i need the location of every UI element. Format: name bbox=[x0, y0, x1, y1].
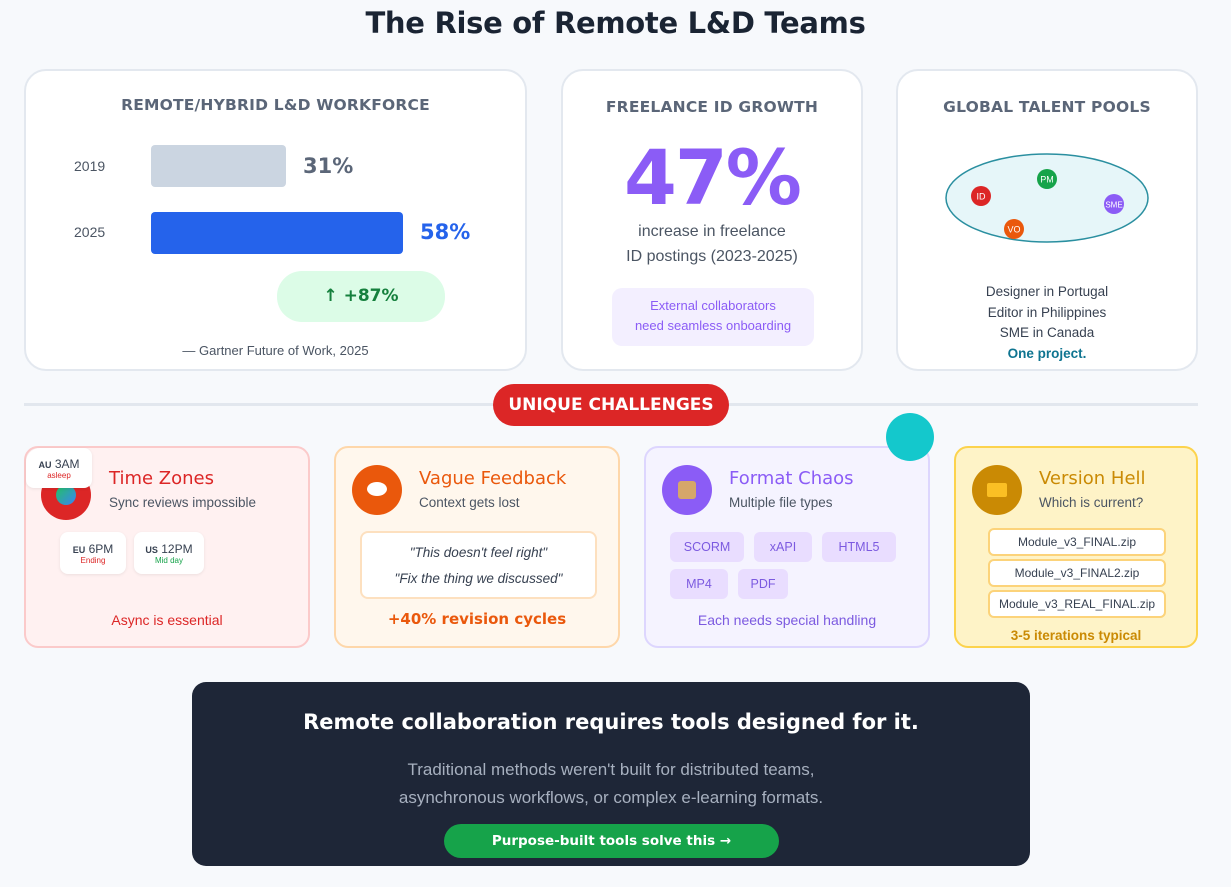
talent-node-id: ID bbox=[971, 186, 991, 206]
talent-node-vo: VO bbox=[1004, 219, 1024, 239]
version-file-1: Module_v3_FINAL.zip bbox=[988, 528, 1166, 556]
clock-eu-region: EU bbox=[72, 545, 86, 555]
format-tag-mp4: MP4 bbox=[670, 569, 728, 599]
folder-icon bbox=[972, 465, 1022, 515]
package-icon-inner bbox=[678, 481, 696, 499]
clock-au-state: asleep bbox=[47, 471, 71, 480]
talent-line-3: SME in Canada bbox=[999, 325, 1095, 340]
speech-bubble-icon bbox=[352, 465, 402, 515]
versions-card: Version Hell Which is current? Module_v3… bbox=[954, 446, 1198, 648]
folder-icon-inner bbox=[987, 483, 1007, 497]
freelance-note-2: need seamless onboarding bbox=[634, 318, 792, 333]
format-tag-xapi: xAPI bbox=[754, 532, 812, 562]
versions-footer: 3-5 iterations typical bbox=[1010, 628, 1142, 643]
speech-bubble-icon-inner bbox=[367, 482, 387, 496]
growth-badge: ↑ +87% bbox=[277, 271, 445, 322]
feedback-quotes: "This doesn't feel right" "Fix the thing… bbox=[360, 531, 597, 599]
feedback-card: Vague Feedback Context gets lost "This d… bbox=[334, 446, 620, 648]
talent-heading: GLOBAL TALENT POOLS bbox=[943, 98, 1151, 116]
workforce-card: REMOTE/HYBRID L&D WORKFORCE 2019 31% 202… bbox=[24, 69, 527, 371]
page-title: The Rise of Remote L&D Teams bbox=[365, 6, 866, 40]
talent-pool-diagram: ID PM SME VO bbox=[945, 153, 1149, 243]
workforce-heading: REMOTE/HYBRID L&D WORKFORCE bbox=[121, 96, 430, 114]
talent-node-sme-label: SME bbox=[1105, 201, 1122, 210]
clock-us-state: Mid day bbox=[154, 556, 183, 565]
cta-panel: Remote collaboration requires tools desi… bbox=[192, 682, 1030, 866]
clock-eu: EU 6PM Ending bbox=[60, 532, 126, 574]
formats-card: Format Chaos Multiple file types SCORM x… bbox=[644, 446, 930, 648]
timezones-title: Time Zones bbox=[109, 468, 214, 489]
clock-eu-time: 6PM bbox=[88, 542, 114, 556]
clock-au-region: AU bbox=[38, 460, 52, 470]
talent-node-pm-label: PM bbox=[1040, 175, 1054, 185]
package-icon bbox=[662, 465, 712, 515]
bar-2025 bbox=[151, 212, 403, 254]
clock-au: AU 3AM asleep bbox=[26, 448, 92, 488]
talent-line-2: Editor in Philippines bbox=[987, 304, 1107, 320]
freelance-note-1: External collaborators bbox=[650, 298, 776, 313]
globe-icon-inner bbox=[56, 485, 76, 505]
format-tag-html5: HTML5 bbox=[822, 532, 896, 562]
talent-node-vo-label: VO bbox=[1007, 225, 1020, 235]
decorative-dot bbox=[886, 413, 934, 461]
talent-emphasis: One project. bbox=[1007, 345, 1087, 361]
versions-subtitle: Which is current? bbox=[1039, 495, 1144, 510]
format-tag-scorm: SCORM bbox=[670, 532, 744, 562]
clock-us-time: 12PM bbox=[161, 542, 193, 556]
clock-us-region: US bbox=[145, 545, 158, 555]
version-file-3: Module_v3_REAL_FINAL.zip bbox=[988, 590, 1166, 618]
talent-lines: Designer in Portugal Editor in Philippin… bbox=[898, 282, 1196, 364]
cta-button[interactable]: Purpose-built tools solve this → bbox=[444, 824, 779, 858]
versions-title: Version Hell bbox=[1039, 468, 1146, 489]
feedback-footer: +40% revision cycles bbox=[387, 610, 567, 628]
talent-card: GLOBAL TALENT POOLS ID PM SME VO Designe… bbox=[896, 69, 1198, 371]
cta-text: Traditional methods weren't built for di… bbox=[192, 756, 1030, 812]
bar-value-2025: 58% bbox=[420, 220, 471, 244]
talent-line-1: Designer in Portugal bbox=[985, 284, 1109, 299]
format-tag-pdf: PDF bbox=[738, 569, 788, 599]
freelance-heading: FREELANCE ID GROWTH bbox=[605, 98, 819, 116]
formats-subtitle: Multiple file types bbox=[729, 495, 833, 510]
bar-2019 bbox=[151, 145, 286, 187]
cta-heading: Remote collaboration requires tools desi… bbox=[303, 710, 919, 734]
timezones-footer: Async is essential bbox=[111, 612, 223, 628]
freelance-card: FREELANCE ID GROWTH 47% increase in free… bbox=[561, 69, 863, 371]
cta-text-1: Traditional methods weren't built for di… bbox=[407, 760, 815, 779]
talent-node-id-label: ID bbox=[977, 192, 987, 202]
bar-year-2019: 2019 bbox=[74, 158, 106, 174]
freelance-desc-1: increase in freelance bbox=[638, 223, 786, 240]
freelance-desc-2: ID postings (2023-2025) bbox=[626, 248, 798, 265]
freelance-note: External collaborators need seamless onb… bbox=[612, 288, 814, 346]
timezones-subtitle: Sync reviews impossible bbox=[109, 495, 257, 510]
source-note: — Gartner Future of Work, 2025 bbox=[182, 343, 369, 358]
cta-text-2: asynchronous workflows, or complex e-lea… bbox=[398, 788, 824, 807]
feedback-title: Vague Feedback bbox=[419, 468, 567, 489]
talent-node-pm: PM bbox=[1037, 169, 1057, 189]
clock-au-time: 3AM bbox=[54, 457, 80, 471]
clock-eu-state: Ending bbox=[80, 556, 106, 565]
version-file-2: Module_v3_FINAL2.zip bbox=[988, 559, 1166, 587]
clock-us: US 12PM Mid day bbox=[134, 532, 204, 574]
bar-value-2019: 31% bbox=[303, 154, 354, 178]
bar-year-2025: 2025 bbox=[74, 224, 106, 240]
formats-title: Format Chaos bbox=[729, 468, 854, 489]
feedback-quote-2: "Fix the thing we discussed" bbox=[394, 571, 563, 586]
feedback-subtitle: Context gets lost bbox=[419, 495, 520, 510]
challenges-label: UNIQUE CHALLENGES bbox=[493, 384, 729, 426]
timezones-card: AU 3AM asleep Time Zones Sync reviews im… bbox=[24, 446, 310, 648]
talent-pool-ellipse bbox=[945, 153, 1149, 243]
formats-footer: Each needs special handling bbox=[697, 612, 877, 628]
feedback-quote-1: "This doesn't feel right" bbox=[409, 545, 548, 560]
freelance-stat: 47% bbox=[624, 133, 802, 222]
talent-node-sme: SME bbox=[1104, 194, 1124, 214]
